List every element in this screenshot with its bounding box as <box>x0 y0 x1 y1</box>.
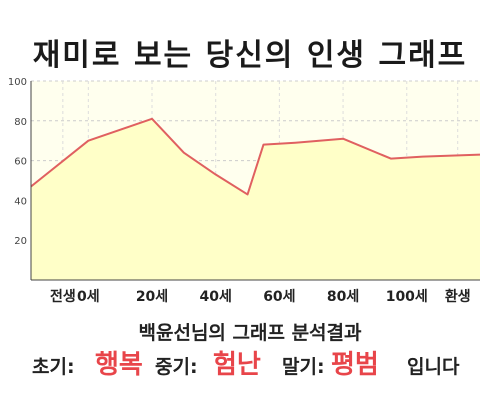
late-label: 말기: <box>282 356 325 378</box>
y-tick-label: 20 <box>14 236 27 247</box>
x-tick-label: 전생 <box>50 288 76 305</box>
series-line <box>30 117 481 196</box>
series-area <box>31 118 480 280</box>
x-tick-label: 100세 <box>386 289 428 305</box>
y-tick-label: 40 <box>14 196 27 207</box>
y-tick-label: 100 <box>8 77 27 88</box>
y-tick-label: 80 <box>14 117 27 128</box>
x-tick-label: 20세 <box>136 289 168 305</box>
analysis-summary: 백윤선님의 그래프 분석결과 <box>138 322 362 344</box>
analysis-result-line: 초기: 행복 중기: 험난 말기: 평범 입니다 <box>0 344 500 384</box>
late-value: 평범 <box>331 350 379 380</box>
chart-title: 재미로 보는 당신의 인생 그래프 <box>32 38 468 73</box>
x-tick-label: 40세 <box>200 289 232 305</box>
early-label: 초기: <box>32 356 75 378</box>
early-value: 행복 <box>95 350 143 380</box>
mid-label: 중기: <box>155 356 198 378</box>
life-graph-chart: 20 40 60 80 100 전생 0세 20세 40세 60세 80세 100세 환생 <box>8 77 481 305</box>
x-tick-label: 환생 <box>445 288 471 305</box>
mid-value: 험난 <box>213 350 261 380</box>
y-tick-label: 60 <box>14 157 27 168</box>
x-tick-label: 80세 <box>327 289 359 305</box>
ending-text: 입니다 <box>407 356 460 378</box>
x-tick-label: 0세 <box>77 289 100 305</box>
x-tick-label: 60세 <box>263 289 295 305</box>
